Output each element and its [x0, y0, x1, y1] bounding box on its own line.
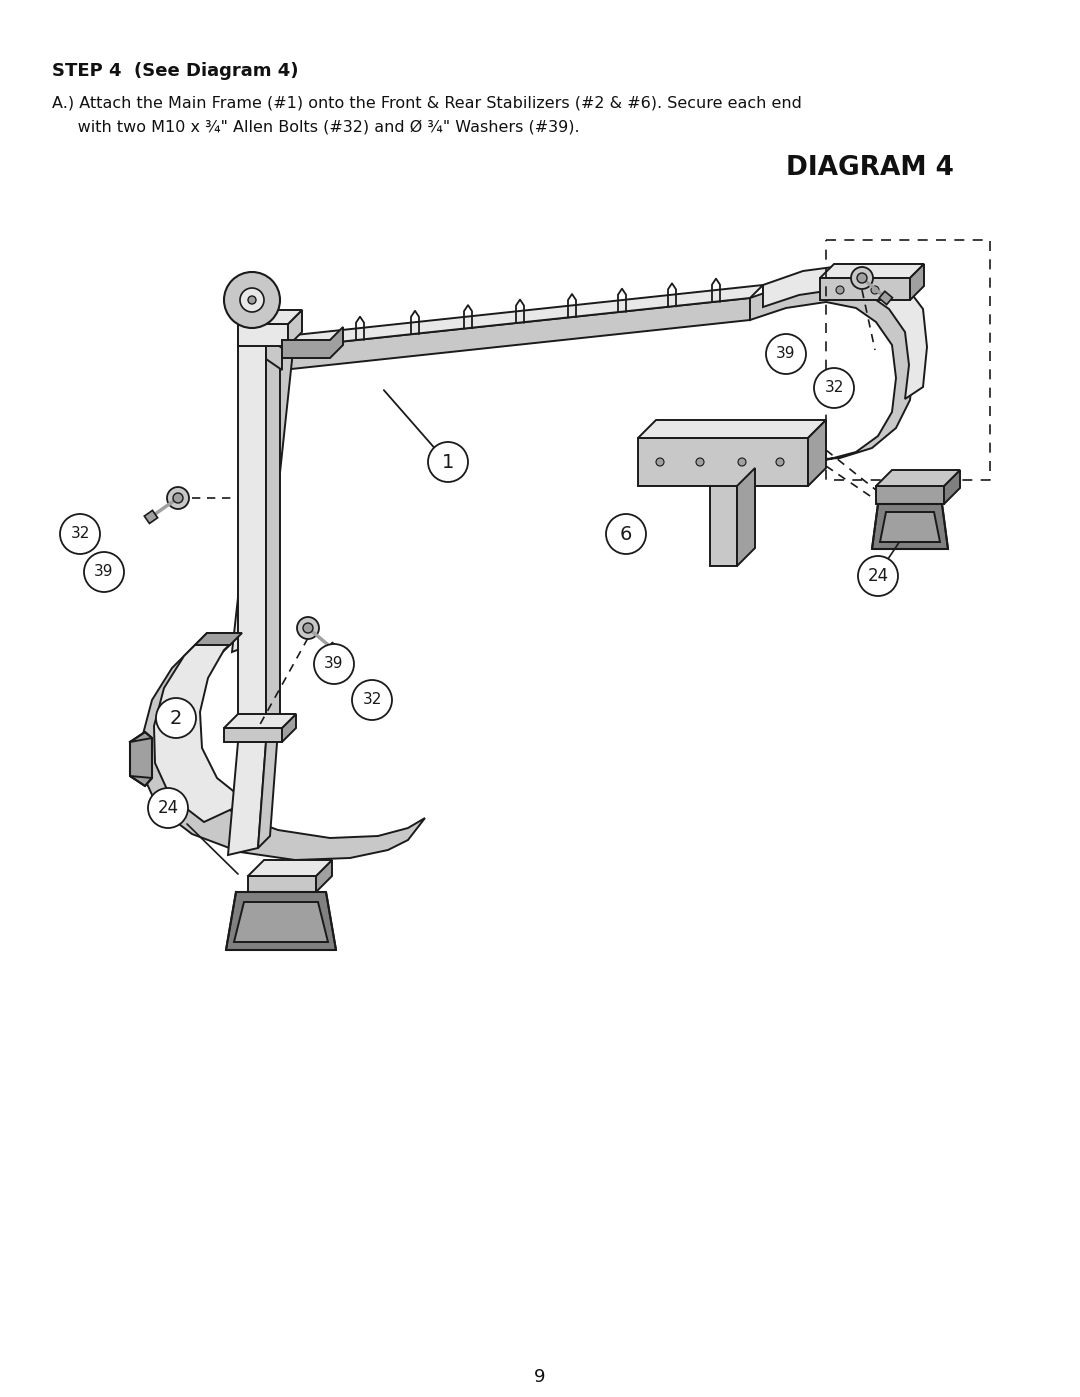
Text: 39: 39: [777, 346, 796, 362]
Polygon shape: [224, 728, 282, 742]
Circle shape: [224, 272, 280, 328]
Polygon shape: [282, 327, 343, 358]
Polygon shape: [880, 511, 940, 542]
Polygon shape: [820, 278, 910, 300]
Polygon shape: [228, 742, 266, 855]
Circle shape: [84, 552, 124, 592]
Polygon shape: [234, 902, 328, 942]
Text: 32: 32: [824, 380, 843, 395]
Circle shape: [851, 267, 873, 289]
Polygon shape: [258, 731, 278, 848]
Polygon shape: [130, 738, 152, 778]
Polygon shape: [238, 324, 288, 346]
Polygon shape: [876, 486, 944, 504]
Circle shape: [156, 698, 195, 738]
Polygon shape: [141, 645, 426, 861]
Text: 24: 24: [867, 567, 889, 585]
Polygon shape: [238, 310, 302, 324]
Polygon shape: [638, 420, 826, 439]
Polygon shape: [288, 310, 302, 346]
Polygon shape: [154, 633, 247, 821]
Circle shape: [870, 286, 879, 293]
Polygon shape: [248, 876, 316, 893]
Polygon shape: [910, 264, 924, 300]
Text: 6: 6: [620, 524, 632, 543]
Text: 24: 24: [158, 799, 178, 817]
Circle shape: [303, 623, 313, 633]
Circle shape: [148, 788, 188, 828]
Circle shape: [766, 334, 806, 374]
Circle shape: [738, 458, 746, 467]
Text: 9: 9: [535, 1368, 545, 1386]
Polygon shape: [266, 319, 280, 728]
Polygon shape: [238, 319, 280, 332]
Circle shape: [167, 488, 189, 509]
Circle shape: [696, 458, 704, 467]
Polygon shape: [224, 714, 296, 728]
Polygon shape: [249, 332, 295, 645]
Text: 39: 39: [94, 564, 113, 580]
Polygon shape: [266, 337, 282, 370]
Polygon shape: [130, 732, 152, 787]
Polygon shape: [282, 714, 296, 742]
Circle shape: [248, 296, 256, 305]
Polygon shape: [872, 504, 948, 549]
Text: 2: 2: [170, 708, 183, 728]
Circle shape: [606, 514, 646, 555]
Polygon shape: [145, 510, 158, 524]
Circle shape: [858, 272, 867, 284]
Polygon shape: [195, 633, 242, 645]
Polygon shape: [226, 893, 336, 950]
Circle shape: [60, 514, 100, 555]
Polygon shape: [248, 861, 332, 876]
Circle shape: [314, 644, 354, 685]
Text: 1: 1: [442, 453, 455, 472]
Circle shape: [352, 680, 392, 719]
Polygon shape: [238, 332, 266, 728]
Polygon shape: [232, 345, 282, 652]
Circle shape: [173, 493, 183, 503]
Polygon shape: [762, 265, 927, 400]
Circle shape: [297, 617, 319, 638]
Text: 39: 39: [324, 657, 343, 672]
Polygon shape: [710, 486, 737, 566]
Text: 32: 32: [362, 693, 381, 707]
Text: STEP 4  (See Diagram 4): STEP 4 (See Diagram 4): [52, 61, 298, 80]
Polygon shape: [808, 420, 826, 486]
Circle shape: [777, 458, 784, 467]
Circle shape: [814, 367, 854, 408]
Polygon shape: [879, 291, 892, 305]
Polygon shape: [326, 643, 340, 655]
Circle shape: [656, 458, 664, 467]
Text: with two M10 x ¾" Allen Bolts (#32) and Ø ¾" Washers (#39).: with two M10 x ¾" Allen Bolts (#32) and …: [52, 120, 580, 136]
Polygon shape: [820, 264, 924, 278]
Circle shape: [836, 286, 843, 293]
Text: 32: 32: [70, 527, 90, 542]
Polygon shape: [316, 861, 332, 893]
Polygon shape: [750, 278, 914, 462]
Circle shape: [858, 556, 897, 597]
Polygon shape: [944, 469, 960, 504]
Circle shape: [240, 288, 264, 312]
Circle shape: [428, 441, 468, 482]
Polygon shape: [282, 298, 750, 370]
Polygon shape: [876, 469, 960, 486]
Polygon shape: [638, 439, 808, 486]
Text: DIAGRAM 4: DIAGRAM 4: [786, 155, 954, 182]
Polygon shape: [282, 285, 762, 348]
Text: A.) Attach the Main Frame (#1) onto the Front & Rear Stabilizers (#2 & #6). Secu: A.) Attach the Main Frame (#1) onto the …: [52, 96, 801, 110]
Polygon shape: [737, 468, 755, 566]
